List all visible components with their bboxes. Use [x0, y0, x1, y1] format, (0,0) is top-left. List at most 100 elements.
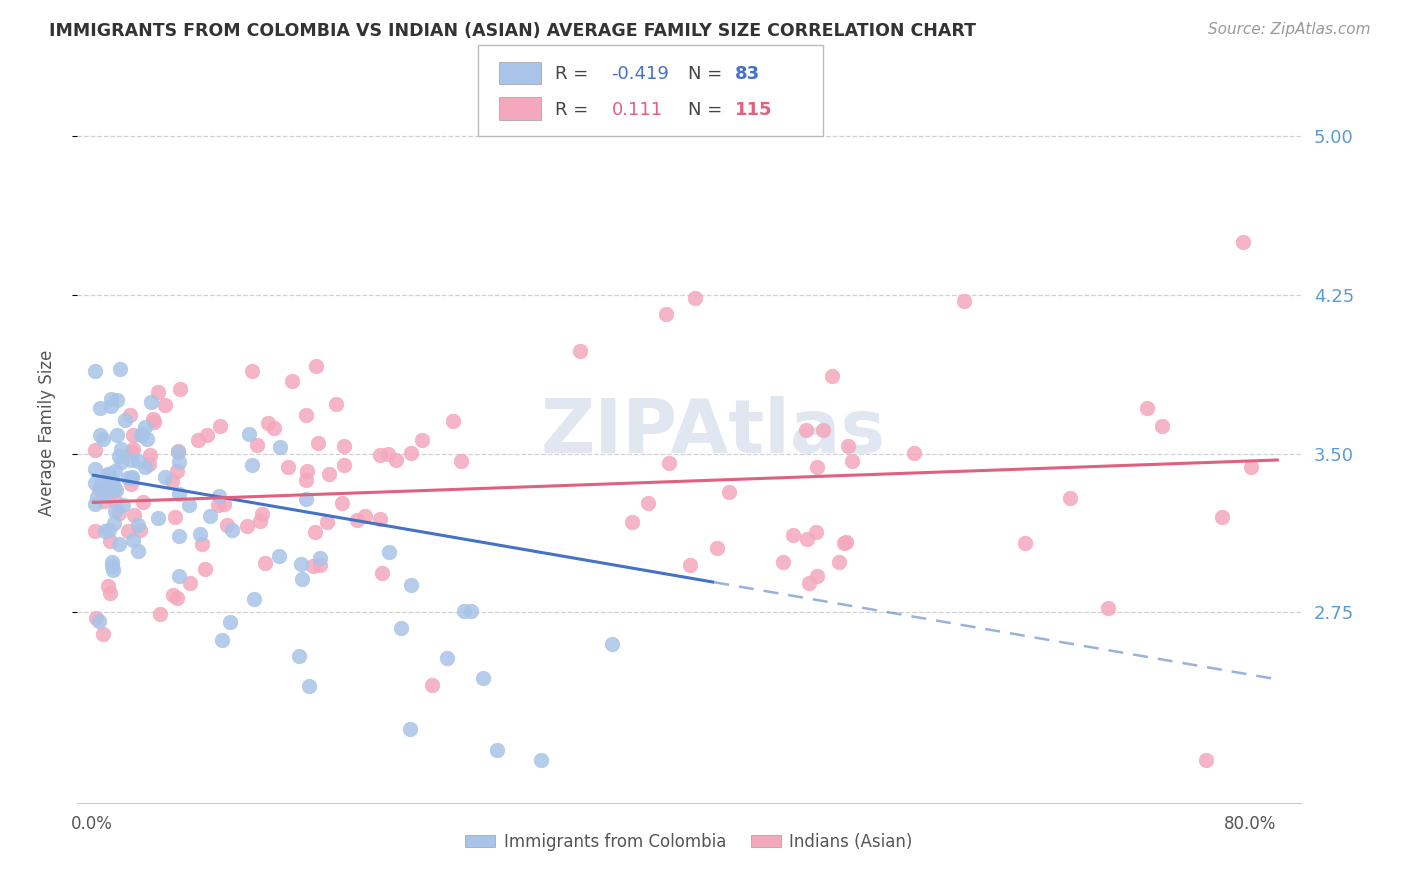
Point: [122, 508, 145, 522]
Point: [269, 440, 291, 454]
Point: [138, 457, 160, 471]
Point: [122, 533, 145, 548]
Point: [142, 415, 165, 429]
Point: [127, 517, 149, 532]
Point: [389, 621, 412, 635]
Point: [167, 529, 190, 543]
Point: [118, 408, 141, 422]
Point: [101, 563, 124, 577]
Point: [246, 438, 269, 452]
Text: 0.111: 0.111: [612, 101, 662, 119]
Point: [93, 487, 115, 501]
Point: [83, 442, 105, 457]
Point: [333, 458, 356, 472]
Point: [806, 459, 828, 474]
Point: [111, 499, 134, 513]
Point: [83, 497, 105, 511]
Point: [952, 293, 974, 308]
Point: [401, 446, 423, 460]
Point: [98, 476, 121, 491]
Point: [441, 414, 464, 428]
Point: [163, 510, 186, 524]
Point: [797, 576, 820, 591]
Point: [167, 487, 190, 501]
Point: [249, 514, 271, 528]
Point: [139, 394, 162, 409]
Point: [149, 607, 172, 622]
Point: [717, 485, 740, 500]
Point: [127, 544, 149, 558]
Point: [219, 615, 242, 629]
Text: -0.419: -0.419: [612, 65, 669, 83]
Point: [207, 498, 229, 512]
Point: [120, 471, 142, 485]
Point: [134, 459, 156, 474]
Y-axis label: Average Family Size: Average Family Size: [38, 350, 56, 516]
Point: [384, 452, 406, 467]
Point: [188, 527, 211, 541]
Point: [333, 439, 356, 453]
Point: [105, 483, 128, 498]
Point: [252, 508, 274, 522]
Point: [191, 537, 214, 551]
Point: [450, 454, 472, 468]
Text: N =: N =: [688, 65, 727, 83]
Point: [117, 524, 139, 538]
Point: [97, 467, 120, 482]
Point: [103, 483, 125, 497]
Point: [325, 397, 347, 411]
Point: [263, 420, 285, 434]
Point: [98, 534, 121, 549]
Point: [377, 447, 399, 461]
Point: [1232, 235, 1254, 250]
Point: [253, 556, 276, 570]
Point: [368, 512, 391, 526]
Point: [97, 474, 120, 488]
Point: [110, 442, 132, 457]
Point: [529, 754, 551, 768]
Point: [90, 476, 112, 491]
Point: [108, 507, 131, 521]
Point: [277, 460, 299, 475]
Point: [304, 525, 326, 540]
Text: Source: ZipAtlas.com: Source: ZipAtlas.com: [1208, 22, 1371, 37]
Point: [330, 496, 353, 510]
Point: [83, 462, 105, 476]
Point: [105, 428, 128, 442]
Point: [794, 423, 817, 437]
Point: [240, 364, 263, 378]
Point: [128, 523, 150, 537]
Point: [93, 488, 115, 502]
Point: [211, 632, 233, 647]
Point: [167, 444, 190, 458]
Point: [194, 562, 217, 576]
Point: [813, 423, 835, 437]
Point: [678, 558, 700, 573]
Point: [166, 464, 188, 478]
Point: [97, 467, 120, 481]
Point: [100, 558, 122, 573]
Point: [107, 537, 129, 551]
Point: [221, 523, 243, 537]
Point: [117, 471, 139, 485]
Point: [295, 464, 318, 478]
Point: [103, 516, 125, 530]
Point: [162, 474, 184, 488]
Point: [1136, 401, 1159, 416]
Point: [436, 650, 458, 665]
Point: [162, 588, 184, 602]
Point: [122, 442, 145, 456]
Point: [87, 482, 110, 496]
Point: [821, 368, 844, 383]
Point: [316, 515, 339, 529]
Point: [309, 550, 332, 565]
Point: [195, 428, 218, 442]
Point: [167, 455, 190, 469]
Point: [1059, 491, 1081, 505]
Text: 83: 83: [735, 65, 761, 83]
Point: [460, 604, 482, 618]
Point: [98, 586, 121, 600]
Point: [399, 578, 422, 592]
Point: [131, 426, 153, 441]
Point: [307, 435, 329, 450]
